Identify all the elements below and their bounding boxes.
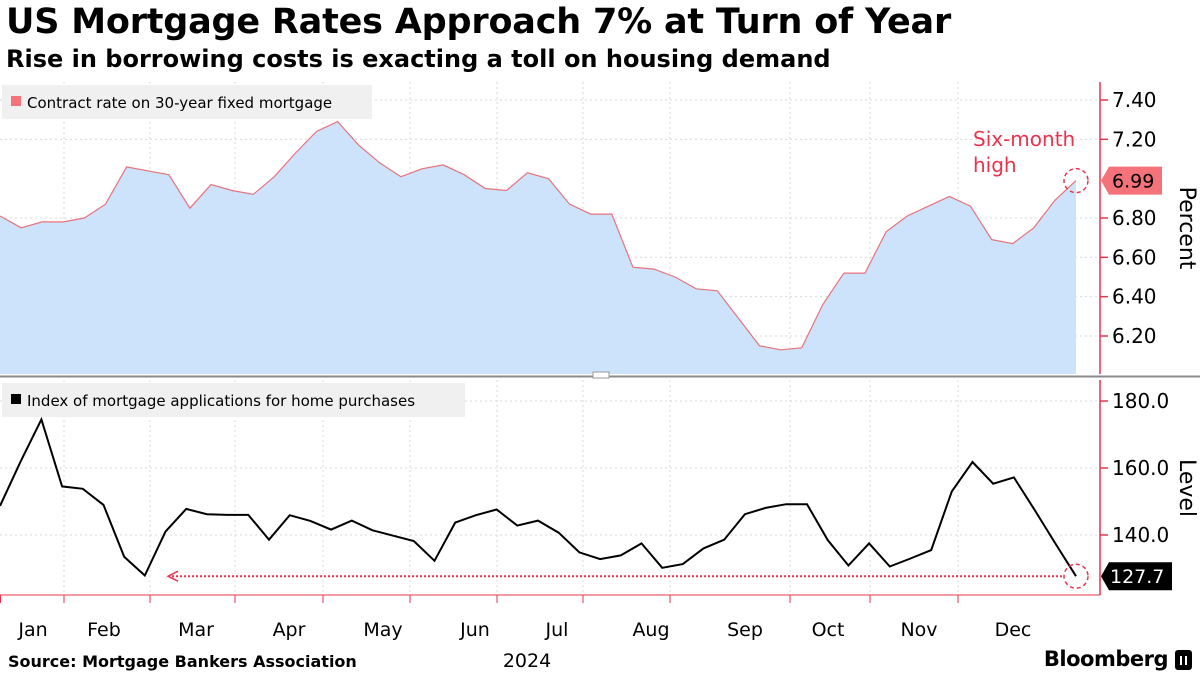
x-axis-month-label: Dec xyxy=(995,619,1032,641)
index-legend-box xyxy=(2,383,465,417)
annotation-six-month-line1: Six-month xyxy=(973,127,1075,151)
rate-area-fill xyxy=(0,121,1076,374)
x-axis-month-label: Apr xyxy=(273,619,306,641)
x-axis-month-label: Nov xyxy=(900,619,937,641)
index-panel: Index of mortgage applications for home … xyxy=(0,380,1199,595)
x-axis-month-label: Jun xyxy=(459,619,490,641)
index-reference-arrow xyxy=(166,570,179,582)
x-axis-month-label: Oct xyxy=(812,619,845,641)
rate-legend-swatch xyxy=(11,96,21,106)
bloomberg-logo: Bloomberg xyxy=(1043,647,1169,671)
index-y-tick-label: 180.0 xyxy=(1112,389,1169,413)
chart-subtitle: Rise in borrowing costs is exacting a to… xyxy=(6,45,831,73)
rate-y-tick-label: 6.60 xyxy=(1112,245,1157,269)
rate-y-tick-label: 6.80 xyxy=(1112,206,1157,230)
index-last-value-tag xyxy=(1101,562,1172,591)
rate-panel: Contract rate on 30-year fixed mortgage … xyxy=(0,82,1199,374)
rate-highlight-circle xyxy=(1063,167,1089,194)
rate-legend-label: Contract rate on 30-year fixed mortgage xyxy=(27,94,332,112)
rate-y-tick-label: 6.40 xyxy=(1112,285,1157,309)
annotation-six-month-line2: high xyxy=(973,153,1017,177)
rate-last-value-tag xyxy=(1101,166,1162,195)
index-y-tick-label: 160.0 xyxy=(1112,456,1169,480)
panel-resize-handle xyxy=(592,371,610,379)
source-note: Source: Mortgage Bankers Association xyxy=(8,652,357,671)
x-axis-month-label: Jul xyxy=(545,619,569,641)
x-axis-month-label: May xyxy=(363,619,402,641)
rate-series-line xyxy=(0,120,1077,351)
rate-legend-box xyxy=(2,85,372,119)
rate-y-tick-label: 7.20 xyxy=(1112,127,1157,151)
index-highlight-circle xyxy=(1063,563,1089,589)
x-axis-month-label: Aug xyxy=(632,619,669,641)
x-axis-month-label: Sep xyxy=(727,619,763,641)
rate-y-tick-label: 7.40 xyxy=(1112,88,1157,112)
chart-title: US Mortgage Rates Approach 7% at Turn of… xyxy=(6,2,952,42)
rate-y-ticks: 7.40 7.20 6.80 6.60 6.40 6.20 xyxy=(1100,88,1157,348)
x-axis-month-label: Mar xyxy=(178,619,214,641)
x-axis-year-label: 2024 xyxy=(503,650,551,672)
index-series-line xyxy=(0,416,1077,578)
bloomberg-mark-icon xyxy=(1175,650,1192,670)
index-y-ticks: 180.0 160.0 140.0 xyxy=(1100,389,1169,547)
index-last-value-label: 127.7 xyxy=(1110,566,1164,588)
x-axis-month-label: Jan xyxy=(17,619,47,641)
index-legend-label: Index of mortgage applications for home … xyxy=(27,392,415,410)
rate-y-axis-label: Percent xyxy=(1174,187,1199,270)
x-axis-month-labels: Jan Feb Mar Apr May Jun Jul Aug Sep Oct Nov Dec xyxy=(0,595,1032,641)
index-y-axis-label: Level xyxy=(1174,459,1199,517)
index-legend-swatch xyxy=(11,394,21,404)
x-axis-month-label: Feb xyxy=(87,619,121,641)
rate-last-value-label: 6.99 xyxy=(1112,171,1154,193)
index-y-tick-label: 140.0 xyxy=(1112,523,1169,547)
rate-y-tick-label: 6.20 xyxy=(1112,324,1157,348)
